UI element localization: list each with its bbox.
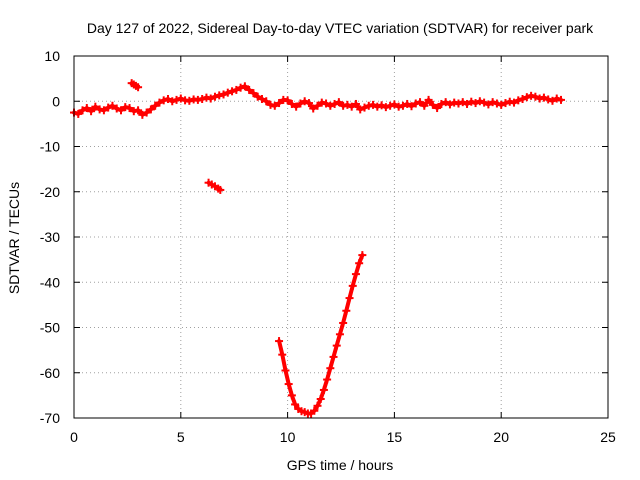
tick-labels: 0 5 10 15 20 25 10 0 -10 -20 -30 -40 -50 -60 -70 xyxy=(40,48,616,445)
y-tick-label: -70 xyxy=(40,410,60,426)
series-dip-arc xyxy=(275,251,367,418)
x-axis-label: GPS time / hours xyxy=(287,457,394,473)
x-tick-label: 15 xyxy=(387,429,403,445)
y-tick-label: -20 xyxy=(40,184,60,200)
series-baseline xyxy=(70,82,566,119)
y-tick-label: -30 xyxy=(40,229,60,245)
y-tick-label: -60 xyxy=(40,365,60,381)
x-tick-label: 10 xyxy=(280,429,296,445)
plot-frame xyxy=(73,55,609,419)
y-tick-label: -40 xyxy=(40,274,60,290)
x-tick-label: 0 xyxy=(70,429,78,445)
x-tick-label: 20 xyxy=(493,429,509,445)
y-tick-label: 10 xyxy=(44,48,60,64)
series-segment-near-3h xyxy=(127,79,143,92)
chart-title: Day 127 of 2022, Sidereal Day-to-day VTE… xyxy=(87,20,594,36)
x-tick-label: 25 xyxy=(600,429,616,445)
x-tick-label: 5 xyxy=(177,429,185,445)
y-axis-label: SDTVAR / TECUs xyxy=(6,182,22,294)
y-tick-label: 0 xyxy=(52,93,60,109)
y-tick-label: -50 xyxy=(40,320,60,336)
series-segment-near-6.5h xyxy=(204,178,225,194)
y-tick-label: -10 xyxy=(40,139,60,155)
data-series xyxy=(70,79,566,418)
